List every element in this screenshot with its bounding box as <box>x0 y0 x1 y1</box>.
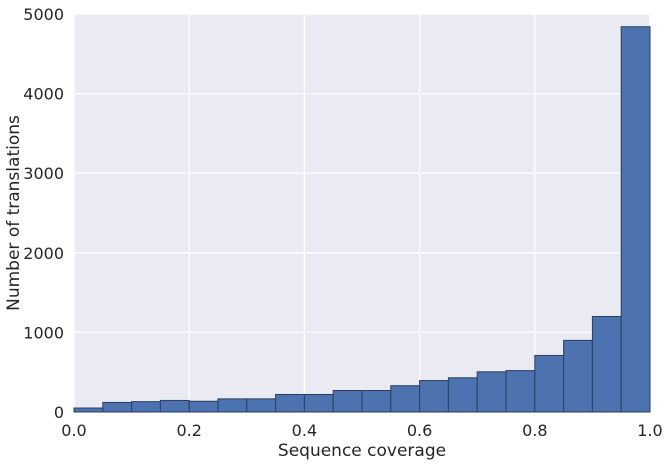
histogram-bar <box>419 380 449 413</box>
histogram-bar <box>476 371 507 413</box>
y-tick-label: 5000 <box>23 5 64 24</box>
histogram-bar <box>246 398 277 413</box>
bars <box>73 26 651 413</box>
x-tick-label: 1.0 <box>637 421 662 440</box>
histogram-bar <box>131 401 161 413</box>
y-tick-label: 3000 <box>23 164 64 183</box>
histogram-bar <box>390 385 421 413</box>
x-tick-labels: 0.0 0.2 0.4 0.6 0.8 1.0 <box>61 421 662 440</box>
histogram-bar <box>505 370 536 413</box>
histogram-bar <box>361 390 392 413</box>
histogram-bar <box>620 26 651 413</box>
y-tick-label: 1000 <box>23 323 64 342</box>
y-tick-labels: 0 1000 2000 3000 4000 5000 <box>23 5 64 422</box>
x-tick-label: 0.2 <box>176 421 201 440</box>
histogram-bar <box>591 315 622 413</box>
histogram-bar <box>102 401 133 413</box>
x-tick-label: 0.4 <box>292 421 317 440</box>
plot-area <box>74 14 650 412</box>
y-tick-label: 2000 <box>23 244 64 263</box>
histogram-bar <box>159 399 190 413</box>
histogram-bar <box>332 390 363 413</box>
x-tick-label: 0.0 <box>61 421 86 440</box>
y-tick-label: 4000 <box>23 85 64 104</box>
histogram-bar <box>188 400 219 413</box>
x-tick-label: 0.6 <box>407 421 432 440</box>
y-tick-label: 0 <box>54 403 64 422</box>
histogram-bar <box>217 398 248 413</box>
x-axis-label: Sequence coverage <box>278 441 446 461</box>
y-axis-label: Number of translations <box>4 115 24 311</box>
grid-lines <box>73 13 651 413</box>
histogram-bar <box>275 393 305 413</box>
histogram-bar <box>563 339 593 413</box>
histogram-bar <box>73 407 104 413</box>
x-tick-label: 0.8 <box>522 421 547 440</box>
histogram-bar <box>303 393 334 413</box>
histogram-bar <box>534 354 565 413</box>
histogram-bar <box>447 377 478 413</box>
